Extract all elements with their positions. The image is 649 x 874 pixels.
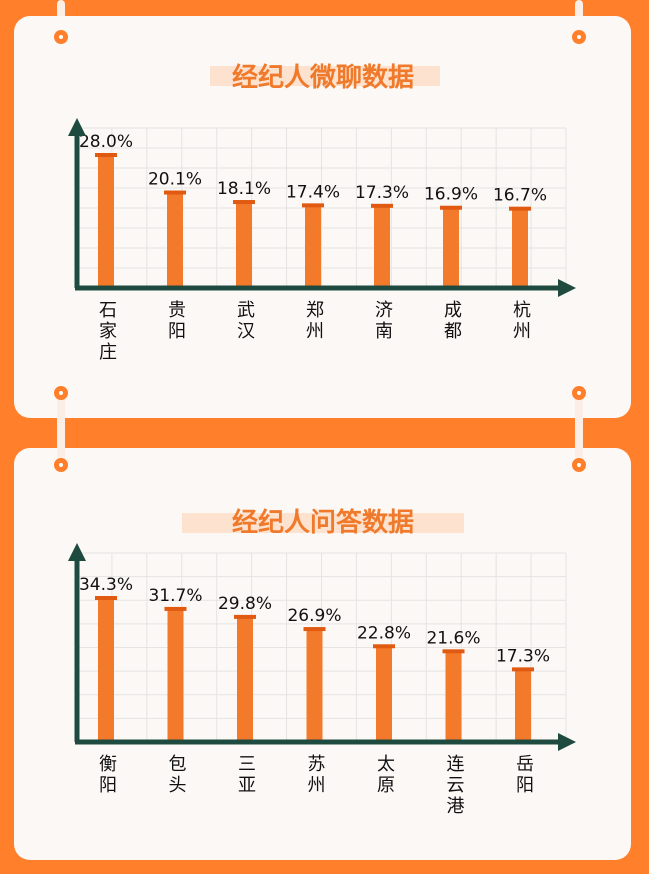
category-label: 贵阳 [168, 300, 186, 342]
chart-chat-data: 经纪人微聊数据 28.0% 20.1% 18.1% 17.4% 17.3% 16.9% 16… [68, 62, 576, 363]
bar [237, 616, 253, 742]
bar-cap [440, 205, 462, 210]
category-label: 杭州 [513, 300, 531, 342]
axes [68, 118, 576, 297]
hanger-post-right-middle [575, 392, 583, 468]
category-label: 石家庄 [99, 300, 117, 363]
data-label: 20.1% [148, 170, 202, 190]
ring-right-lower-top [572, 458, 586, 472]
y-axis-arrow [68, 543, 86, 561]
category-label: 岳阳 [516, 754, 534, 796]
bar-cap [95, 596, 117, 600]
y-axis-arrow [68, 118, 86, 136]
x-axis-arrow [558, 733, 576, 751]
bar [167, 192, 183, 288]
category-label: 济南 [375, 300, 393, 342]
chart-title: 经纪人微聊数据 [232, 62, 414, 93]
chart-title: 经纪人问答数据 [232, 507, 414, 538]
bars [95, 596, 534, 742]
data-label: 17.3% [496, 646, 550, 666]
data-label: 21.6% [426, 628, 480, 648]
x-axis-arrow [558, 279, 576, 297]
bar [305, 205, 321, 288]
ring-right-top [572, 30, 586, 44]
data-label: 16.9% [424, 185, 478, 205]
data-label: 26.9% [287, 606, 341, 626]
data-label: 16.7% [493, 186, 547, 206]
bar [515, 669, 531, 742]
bars [95, 153, 531, 288]
category-label: 太原 [377, 754, 395, 796]
title-highlight [182, 513, 464, 533]
bar [443, 207, 459, 288]
data-label: 28.0% [79, 132, 133, 152]
chart-qa-data: 经纪人问答数据 34.3% 31.7% 29.8% 26.9% 22.8% 21.6% 17… [68, 507, 576, 817]
data-label: 18.1% [217, 179, 271, 199]
bar-cap [302, 203, 324, 208]
value-labels: 28.0% 20.1% 18.1% 17.4% 17.3% 16.9% 16.7% [79, 132, 547, 206]
category-label: 包头 [169, 754, 187, 796]
axes [68, 543, 576, 751]
title-highlight [210, 66, 440, 86]
bar [236, 202, 252, 288]
category-label: 衡阳 [99, 754, 117, 796]
bar [98, 155, 114, 288]
hanger-post-left-middle [57, 392, 65, 468]
bar-cap [164, 606, 187, 611]
bar [98, 598, 114, 742]
bar-cap [512, 667, 534, 672]
ring-left-upper-bottom [54, 386, 68, 400]
value-labels: 34.3% 31.7% 29.8% 26.9% 22.8% 21.6% 17.3% [79, 575, 550, 666]
data-label: 34.3% [79, 575, 133, 595]
category-labels: 石家庄 贵阳 武汉 郑州 济南 成都 杭州 [99, 300, 531, 363]
bar-cap [95, 153, 117, 157]
data-label: 17.3% [355, 183, 409, 203]
grid [76, 127, 567, 289]
bar-cap [234, 614, 256, 619]
category-label: 连云港 [447, 754, 465, 817]
category-label: 苏州 [308, 754, 326, 796]
bar-cap [509, 206, 531, 211]
bar [376, 646, 392, 742]
bar-cap [164, 190, 186, 195]
ring-left-top [54, 30, 68, 44]
ring-right-upper-bottom [572, 386, 586, 400]
data-label: 22.8% [357, 623, 411, 643]
bar-cap [442, 649, 465, 654]
bar-cap [233, 200, 255, 205]
category-labels: 衡阳 包头 三亚 苏州 太原 连云港 岳阳 [99, 754, 534, 817]
bar-cap [303, 627, 326, 632]
bar [445, 651, 462, 742]
ring-left-lower-top [54, 458, 68, 472]
category-label: 武汉 [237, 300, 255, 342]
bar [306, 629, 323, 742]
bar-cap [371, 203, 393, 208]
category-label: 三亚 [238, 754, 256, 796]
data-label: 29.8% [218, 594, 272, 614]
data-label: 31.7% [148, 586, 202, 606]
category-label: 郑州 [306, 300, 324, 342]
bar [374, 205, 390, 288]
bar [167, 608, 184, 742]
category-label: 成都 [444, 300, 462, 342]
bar-cap [373, 644, 395, 649]
data-label: 17.4% [286, 182, 340, 202]
bar [512, 208, 528, 288]
